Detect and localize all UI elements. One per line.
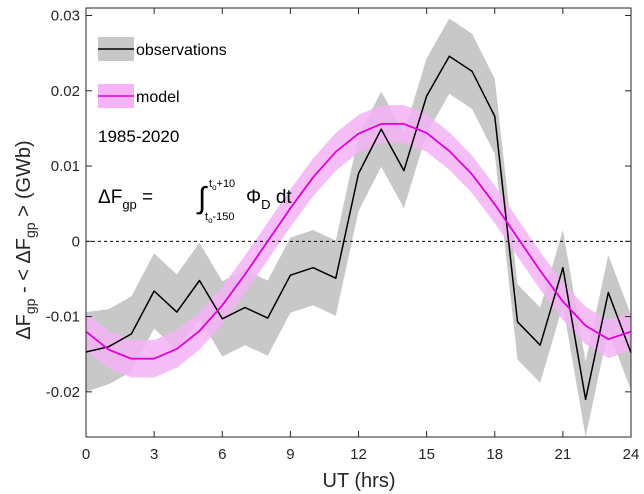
x-tick-label: 18 <box>486 446 503 463</box>
svg-text:to+10: to+10 <box>209 178 235 192</box>
formula-lhs-sub: gp <box>122 197 136 212</box>
y-axis-label: ΔFgp - < ΔFgp >(GWb) <box>13 140 38 339</box>
formula-integral: ∫ <box>196 182 208 215</box>
formula-lhs: ΔF <box>98 187 122 208</box>
y-tick-label: -0.01 <box>46 309 80 326</box>
x-axis-label: UT (hrs) <box>323 470 396 492</box>
formula-phi: Φ <box>246 187 261 208</box>
svg-text:ΦD dt: ΦD dt <box>246 187 292 212</box>
x-tick-label: 0 <box>82 446 90 463</box>
formula-phi-sub: D <box>261 197 270 212</box>
formula-upper-rest: +10 <box>217 178 236 190</box>
formula-lower-rest: -150 <box>213 211 235 223</box>
formula-lower: t <box>205 211 208 223</box>
svg-text:to-150: to-150 <box>205 211 235 225</box>
x-tick-label: 6 <box>218 446 226 463</box>
axes <box>85 7 632 438</box>
observations-band <box>86 18 631 437</box>
formula-annotation: ΔFgp = ∫ to+10 to-150 ΦD dt <box>98 178 292 225</box>
y-tick-label: 0.02 <box>51 83 80 100</box>
uncertainty-bands <box>86 18 631 437</box>
observations-line <box>85 55 632 401</box>
x-tick-label: 21 <box>555 446 572 463</box>
y-tick-label: 0.01 <box>51 158 80 175</box>
x-tick-label: 12 <box>350 446 367 463</box>
ticks: 0 3 6 9 12 15 18 21 24 -0.02 -0.01 0 0.01 0.02 0.03 <box>46 8 640 463</box>
legend-obs-label: observations <box>136 42 227 59</box>
x-tick-label: 24 <box>623 446 640 463</box>
formula-upper-sub: o <box>212 183 217 192</box>
y-tick-label: 0.03 <box>51 8 80 25</box>
y-tick-label: 0 <box>72 233 80 250</box>
period-annotation: 1985-2020 <box>98 127 179 146</box>
legend-model-label: model <box>136 89 180 106</box>
formula-upper: t <box>209 178 212 190</box>
model-line <box>85 123 632 360</box>
x-tick-label: 9 <box>286 446 294 463</box>
plot-frame <box>85 7 632 438</box>
formula-dt: dt <box>271 187 293 208</box>
series-lines <box>85 55 632 401</box>
y-tick-label: -0.02 <box>46 384 80 401</box>
legend: observations model <box>98 37 227 108</box>
model-band <box>86 105 631 378</box>
x-tick-label: 3 <box>150 446 158 463</box>
formula-equals: = <box>137 187 153 208</box>
formula-lower-sub: o <box>208 216 213 225</box>
x-tick-label: 15 <box>418 446 435 463</box>
svg-text:ΔFgp =: ΔFgp = <box>98 187 153 212</box>
